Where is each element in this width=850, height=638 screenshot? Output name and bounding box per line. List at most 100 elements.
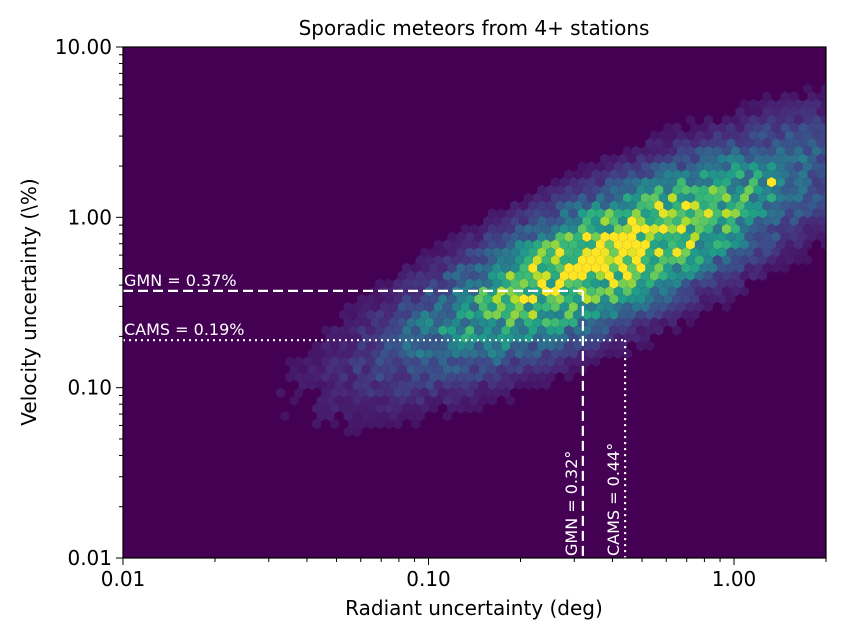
hexbin-cell — [465, 294, 475, 305]
hexbin-cell — [361, 411, 371, 422]
hexbin-cell — [636, 262, 646, 274]
hexbin-cell — [654, 309, 664, 320]
hexbin-cell — [393, 372, 403, 383]
hexbin-cell — [424, 379, 434, 391]
hexbin-cell — [816, 231, 826, 242]
hexbin-cell — [649, 286, 659, 297]
hexbin-cell — [510, 278, 520, 289]
hexbin-cell — [681, 200, 691, 211]
hexbin-cell — [433, 395, 443, 406]
hexbin-cell — [429, 309, 439, 320]
hexbin-cell — [582, 309, 592, 320]
hexbin-cell — [586, 161, 596, 172]
hexbin-cell — [370, 333, 380, 344]
hexbin-cell — [694, 239, 704, 250]
hexbin-cell — [762, 216, 772, 227]
hexbin-cell — [460, 379, 470, 391]
hexbin-cell — [379, 395, 389, 406]
hexbin-cell — [546, 372, 556, 383]
hexbin-cell — [447, 309, 457, 320]
hexbin-cell — [784, 177, 794, 188]
hexbin-cell — [348, 340, 358, 352]
hexbin-cell — [649, 223, 659, 235]
hexbin-cell — [726, 216, 736, 227]
hexbin-cell — [622, 270, 632, 281]
hexbin-cell — [794, 161, 803, 172]
hexbin-cell — [681, 294, 691, 305]
hexbin-cell — [694, 161, 704, 172]
hexbin-cell — [402, 325, 412, 336]
hexbin-cell — [339, 340, 349, 352]
hexbin-cell — [775, 208, 785, 219]
hexbin-cell — [771, 138, 781, 149]
hexbin-cell — [654, 247, 664, 258]
hexbin-cell — [649, 130, 659, 141]
hexbin-cell — [564, 340, 574, 352]
hexbin-cell — [681, 247, 691, 258]
hexbin-cell — [640, 177, 650, 188]
hexbin-cell — [600, 294, 610, 305]
hexbin-cell — [352, 364, 362, 375]
hexbin-cell — [465, 387, 475, 398]
hexbin-cell — [384, 372, 394, 383]
hexbin-cell — [469, 364, 479, 375]
hexbin-cell — [550, 208, 560, 219]
hexbin-cell — [766, 208, 776, 219]
hexbin-cell — [730, 114, 740, 125]
hexbin-cell — [600, 325, 610, 336]
hexbin-cell — [537, 325, 547, 336]
hexbin-cell — [564, 247, 574, 258]
hexbin-cell — [343, 395, 353, 406]
hexbin-cell — [766, 239, 776, 250]
hexbin-cell — [415, 379, 425, 391]
hexbin-cell — [821, 161, 826, 172]
hexbin-cell — [496, 301, 506, 313]
hexbin-cell — [640, 286, 650, 297]
hexbin-cell — [406, 348, 416, 359]
hexbin-cell — [627, 231, 637, 242]
hexbin-cell — [487, 317, 497, 328]
hexbin-cell — [757, 270, 767, 281]
hexbin-cell — [631, 286, 641, 297]
hexbin-cell — [348, 325, 358, 336]
hexbin-cell — [703, 161, 713, 172]
hexbin-cell — [361, 348, 371, 359]
hexbin-cell — [609, 309, 619, 320]
hexbin-cell — [406, 301, 416, 313]
hexbin-cell — [424, 270, 434, 281]
hexbin-cell — [496, 223, 506, 235]
x-axis-label: Radiant uncertainty (deg) — [345, 596, 603, 620]
hexbin-cell — [766, 223, 776, 235]
hexbin-cell — [712, 192, 722, 203]
hexbin-cell — [595, 348, 605, 359]
hexbin-cell — [501, 309, 511, 320]
hexbin-cell — [528, 278, 538, 289]
hexbin-cell — [812, 223, 822, 235]
hexbin-cell — [739, 239, 749, 250]
hexbin-cell — [573, 356, 583, 367]
hexbin-cell — [757, 223, 767, 235]
hexbin-cell — [654, 231, 664, 242]
hexbin-cell — [636, 169, 646, 180]
hexbin-cell — [803, 130, 813, 141]
hexbin-cell — [654, 294, 664, 305]
hexbin-cell — [415, 270, 425, 281]
hexbin-cell — [577, 239, 587, 250]
hexbin-cell — [528, 294, 538, 305]
hexbin-cell — [334, 364, 344, 375]
hexbin-cell — [600, 169, 610, 180]
hexbin-cell — [402, 372, 412, 383]
hexbin-cell — [672, 216, 682, 227]
hexbin-cell — [559, 301, 569, 313]
hexbin-cell — [672, 294, 682, 305]
hexbin-cell — [478, 348, 488, 359]
hexbin-cell — [672, 184, 682, 196]
hexbin-cell — [717, 231, 727, 242]
hexbin-cell — [708, 200, 718, 211]
hexbin-cell — [595, 192, 605, 203]
hexbin-cell — [717, 200, 727, 211]
hexbin-cell — [631, 177, 641, 188]
hexbin-cell — [631, 208, 641, 219]
hexbin-cell — [645, 200, 655, 211]
hexbin-cell — [307, 348, 317, 359]
